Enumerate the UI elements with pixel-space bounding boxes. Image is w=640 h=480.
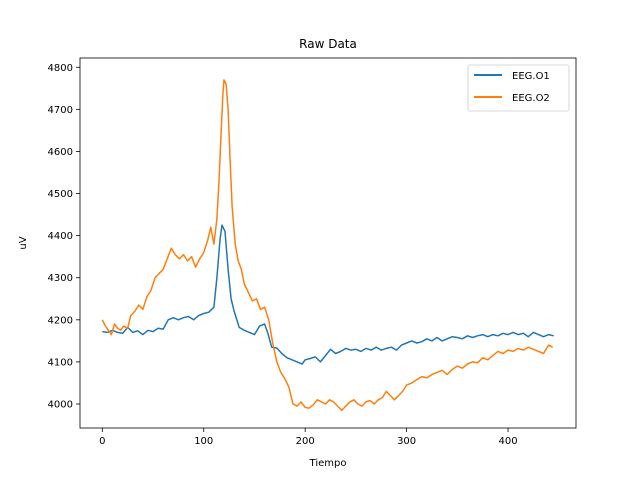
legend-label-eeg-o1: EEG.O1 <box>512 71 550 82</box>
y-tick-label: 4000 <box>48 400 73 411</box>
y-axis-label: uV <box>18 236 29 249</box>
x-tick-label: 300 <box>397 436 416 447</box>
y-tick-label: 4300 <box>48 273 73 284</box>
axes-frame <box>79 57 577 429</box>
x-axis-label: Tiempo <box>309 458 347 469</box>
y-tick-label: 4700 <box>48 105 73 116</box>
series-line-eeg-o1 <box>102 224 554 365</box>
legend-label-eeg-o2: EEG.O2 <box>512 93 550 104</box>
y-tick-label: 4500 <box>48 189 73 200</box>
x-axis-ticks: 0 100 200 300 400 <box>99 428 518 447</box>
legend-box <box>467 64 570 112</box>
series-layer <box>101 79 554 412</box>
y-axis-ticks: 4000 4100 4200 4300 4400 4500 4600 4700 4800 <box>48 63 80 411</box>
x-tick-label: 100 <box>194 436 213 447</box>
x-tick-label: 400 <box>498 436 517 447</box>
chart-title: Raw Data <box>299 37 357 51</box>
y-tick-label: 4200 <box>48 315 73 326</box>
x-tick-label: 200 <box>296 436 315 447</box>
y-tick-label: 4800 <box>48 63 73 74</box>
x-tick-label: 0 <box>99 436 105 447</box>
y-tick-label: 4100 <box>48 357 73 368</box>
legend: EEG.O1 EEG.O2 <box>467 64 570 112</box>
y-tick-label: 4600 <box>48 147 73 158</box>
y-tick-label: 4400 <box>48 231 73 242</box>
series-line-eeg-o2 <box>101 79 554 412</box>
